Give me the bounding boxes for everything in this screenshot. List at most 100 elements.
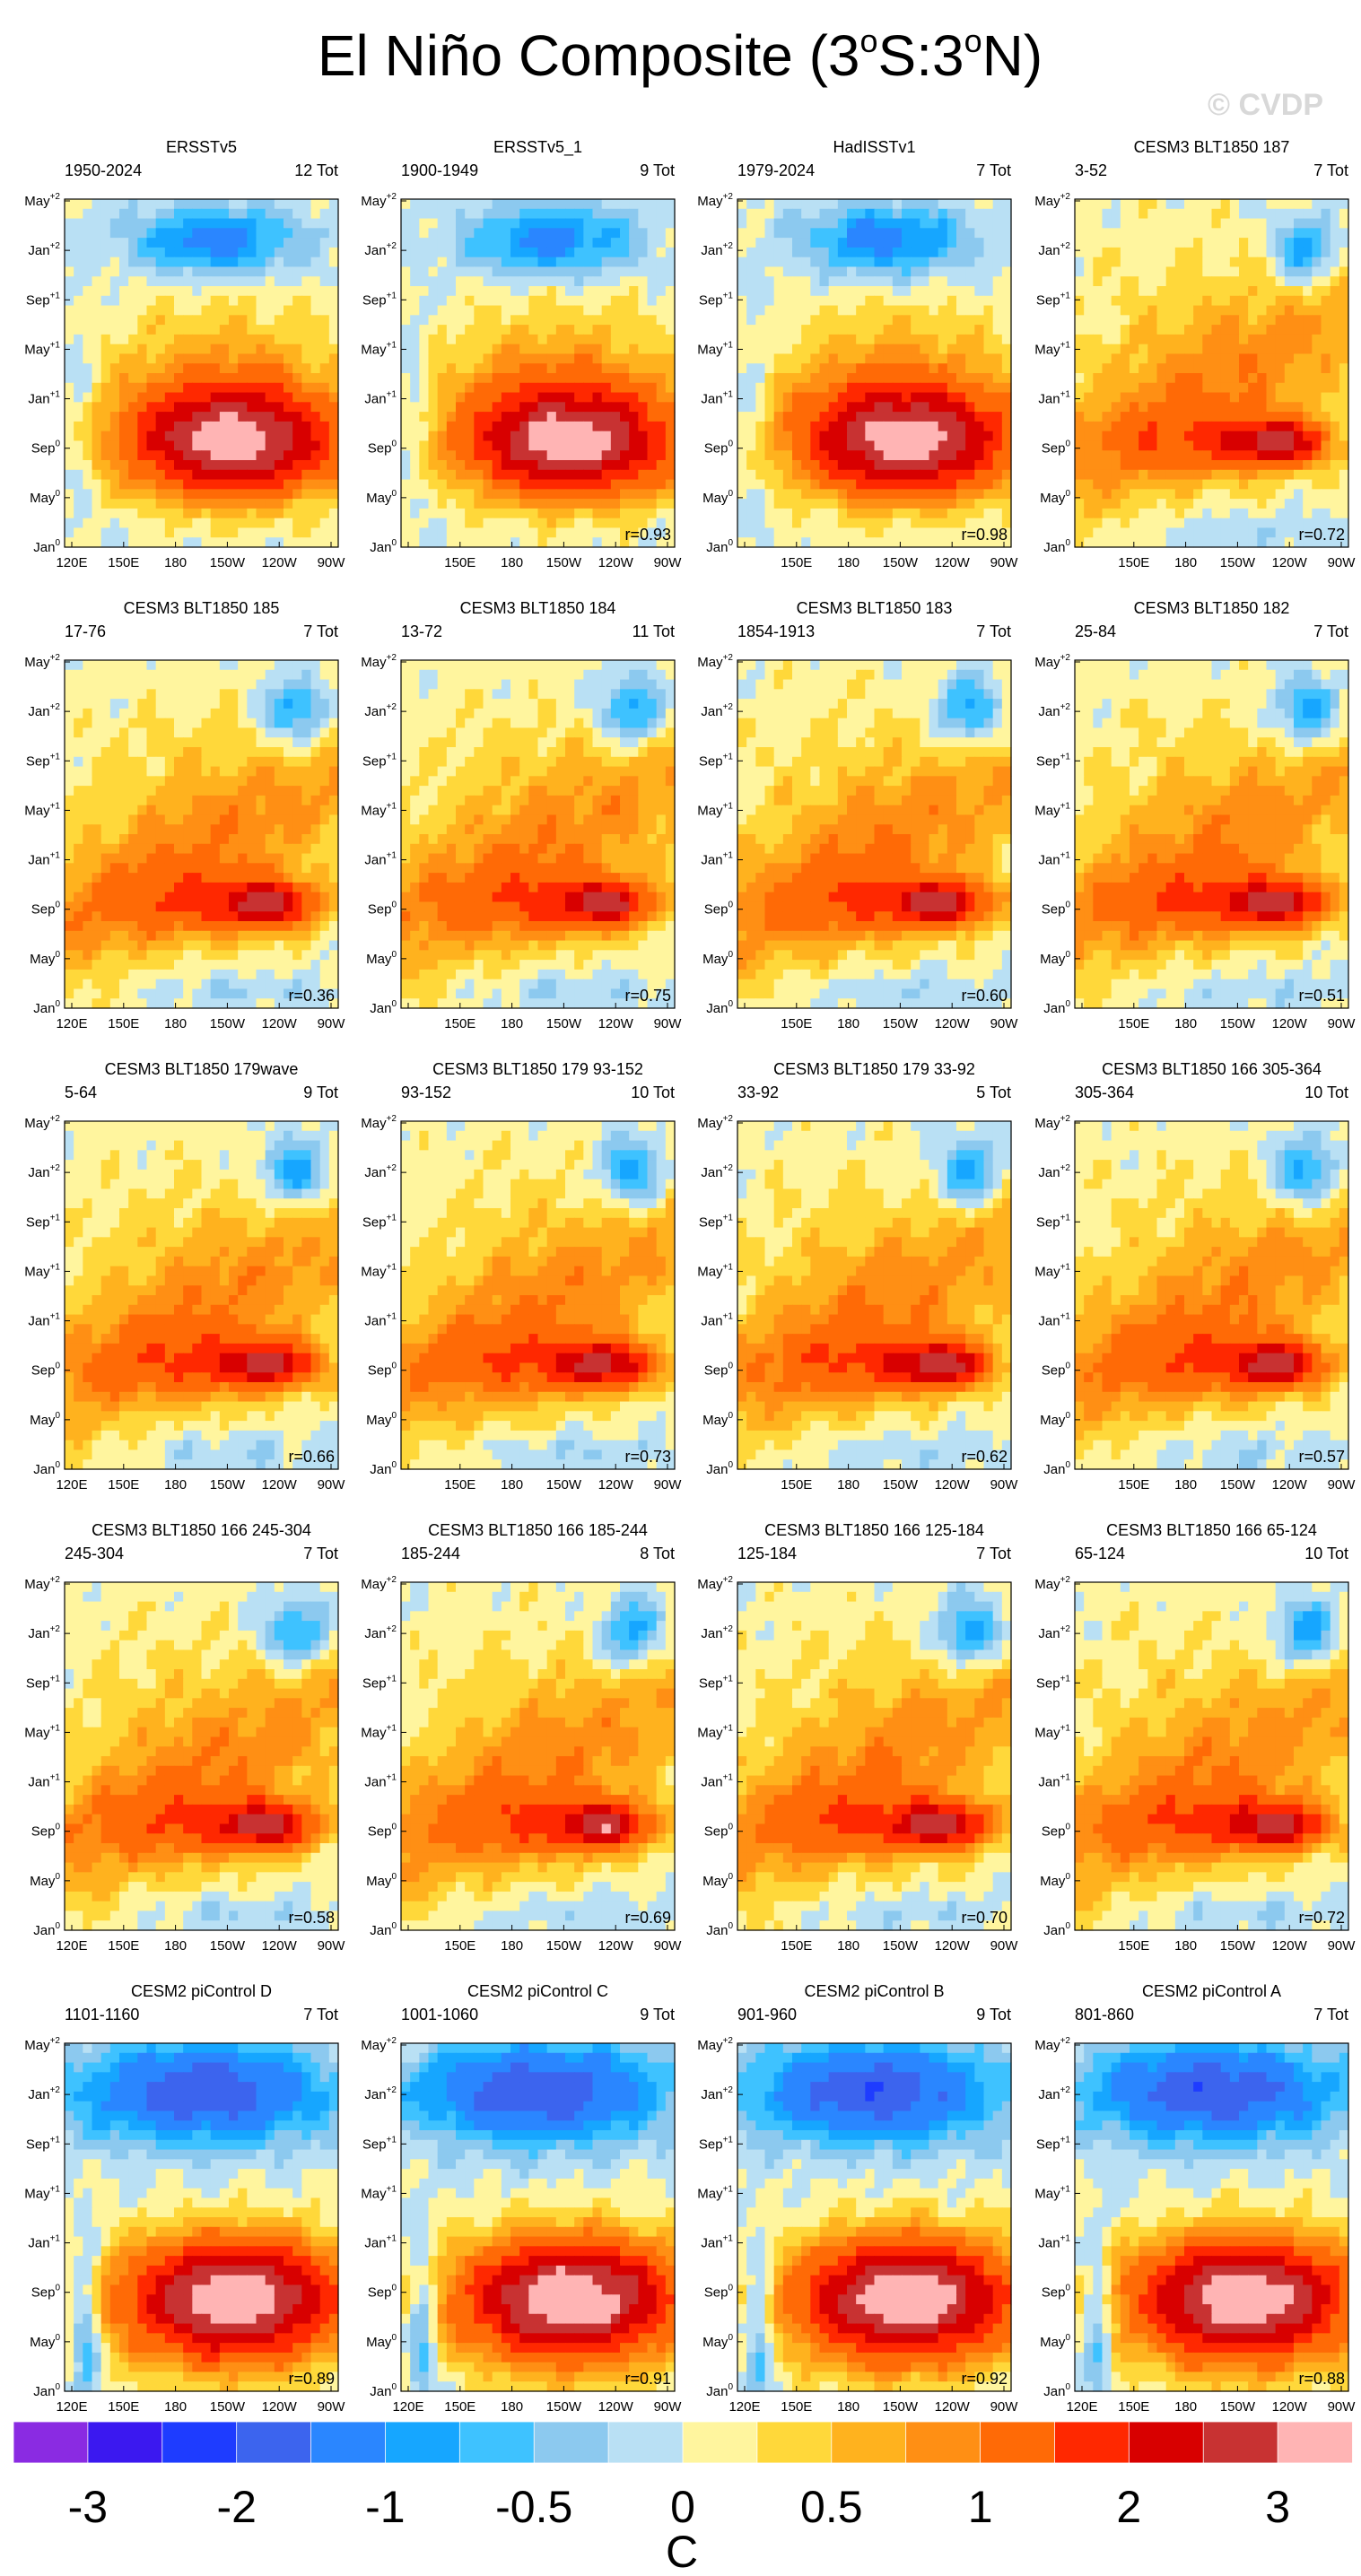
heatmap-cell (311, 306, 321, 316)
heatmap-cell (838, 228, 848, 238)
heatmap-cell (829, 499, 839, 509)
heatmap-cell (611, 199, 621, 209)
heatmap-cell (156, 824, 166, 834)
heatmap-cell (1093, 537, 1103, 547)
heatmap-cell (266, 440, 275, 450)
heatmap-cell (737, 325, 747, 335)
heatmap-cell (547, 344, 557, 354)
heatmap-cell (137, 402, 147, 412)
heatmap-cell (519, 296, 529, 306)
heatmap-cell (128, 518, 138, 528)
heatmap-cell (893, 257, 903, 267)
heatmap-cell (911, 518, 920, 528)
heatmap-cell (620, 296, 630, 306)
heatmap-cell (1075, 228, 1085, 238)
heatmap-cell (211, 776, 221, 786)
heatmap-cell (1157, 509, 1167, 518)
heatmap-cell (192, 709, 202, 718)
heatmap-cell (1339, 315, 1349, 325)
heatmap-cell (746, 450, 756, 460)
heatmap-cell (192, 335, 202, 344)
heatmap-cell (83, 680, 92, 690)
heatmap-cell (447, 363, 457, 373)
heatmap-cell (474, 363, 484, 373)
heatmap-cell (820, 431, 830, 441)
heatmap-cell (484, 353, 493, 363)
heatmap-cell (266, 335, 275, 344)
heatmap-cell (847, 266, 857, 276)
heatmap-cell (938, 527, 948, 537)
heatmap-cell (993, 499, 1003, 509)
heatmap-cell (429, 518, 439, 528)
heatmap-cell (128, 422, 138, 431)
heatmap-cell (1221, 248, 1231, 257)
heatmap-cell (165, 276, 175, 286)
heatmap-cell (884, 248, 894, 257)
heatmap-cell (565, 344, 575, 354)
heatmap-cell (202, 248, 212, 257)
heatmap-cell (1221, 440, 1231, 450)
heatmap-cell (502, 228, 511, 238)
heatmap-cell (1184, 422, 1194, 431)
heatmap-cell (856, 470, 866, 480)
heatmap-cell (956, 335, 966, 344)
heatmap-cell (556, 248, 566, 257)
heatmap-cell (247, 824, 257, 834)
heatmap-cell (211, 537, 221, 547)
heatmap-cell (829, 257, 839, 267)
heatmap-cell (83, 431, 92, 441)
heatmap-cell (301, 266, 311, 276)
heatmap-cell (1303, 209, 1313, 219)
heatmap-cell (484, 257, 493, 267)
heatmap-cell (83, 315, 92, 325)
heatmap-cell (137, 757, 147, 767)
heatmap-cell (1193, 527, 1203, 537)
heatmap-cell (74, 228, 83, 238)
heatmap-cell (275, 670, 284, 680)
heatmap-cell (456, 460, 466, 470)
heatmap-cell (1139, 383, 1148, 393)
heatmap-cell (137, 509, 147, 518)
heatmap-cell (65, 412, 74, 422)
heatmap-cell (648, 489, 658, 499)
heatmap-cell (755, 266, 765, 276)
heatmap-cell (538, 470, 548, 480)
heatmap-cell (92, 776, 102, 786)
heatmap-cell (746, 219, 756, 229)
heatmap-cell (1175, 296, 1185, 306)
heatmap-cell (147, 450, 157, 460)
heatmap-cell (1248, 422, 1258, 431)
heatmap-cell (220, 276, 230, 286)
heatmap-cell (156, 373, 166, 383)
heatmap-cell (83, 814, 92, 824)
heatmap-cell (1002, 489, 1012, 499)
heatmap-cell (984, 228, 994, 238)
heatmap-cell (301, 296, 311, 306)
heatmap-cell (447, 450, 457, 460)
heatmap-cell (938, 499, 948, 509)
y-tick-label: May+2 (697, 192, 733, 209)
heatmap-cell (1322, 228, 1331, 238)
heatmap-cell (629, 276, 639, 286)
heatmap-cell (746, 402, 756, 412)
heatmap-cell (74, 776, 83, 786)
heatmap-cell (620, 383, 630, 393)
heatmap-cell (1257, 440, 1267, 450)
heatmap-cell (810, 266, 820, 276)
heatmap-cell (1130, 537, 1139, 547)
heatmap-cell (538, 209, 548, 219)
heatmap-cell (202, 699, 212, 709)
heatmap-cell (484, 460, 493, 470)
heatmap-cell (1212, 527, 1222, 537)
heatmap-cell (920, 383, 929, 393)
heatmap-cell (611, 450, 621, 460)
heatmap-cell (147, 670, 157, 680)
heatmap-cell (565, 509, 575, 518)
heatmap-cell (1303, 480, 1313, 490)
heatmap-cell (1002, 266, 1012, 276)
heatmap-cell (320, 709, 330, 718)
heatmap-cell (128, 460, 138, 470)
heatmap-cell (119, 718, 129, 728)
heatmap-cell (465, 199, 475, 209)
heatmap-cell (746, 480, 756, 490)
